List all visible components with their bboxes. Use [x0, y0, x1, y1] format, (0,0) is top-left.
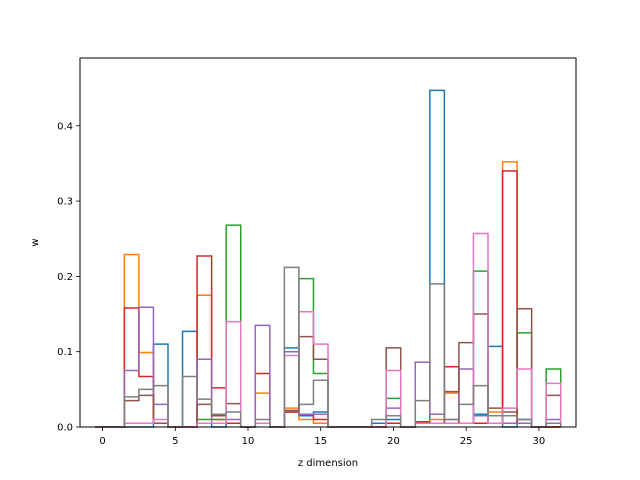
- y-tick-label: 0.1: [57, 347, 73, 358]
- y-tick-label: 0.3: [57, 197, 73, 208]
- x-tick-label: 25: [460, 436, 473, 447]
- x-tick-label: 15: [314, 436, 327, 447]
- x-axis-label: z dimension: [298, 458, 358, 469]
- y-tick-label: 0.0: [57, 423, 73, 434]
- y-tick-label: 0.2: [57, 272, 73, 283]
- y-axis-ticks: 0.0 0.1 0.2 0.3 0.4: [57, 121, 80, 434]
- x-tick-label: 5: [172, 436, 178, 447]
- x-tick-label: 10: [242, 436, 255, 447]
- y-tick-label: 0.4: [57, 121, 73, 132]
- x-axis-ticks: 0 5 10 15 20 25 30: [99, 427, 545, 447]
- x-tick-label: 20: [387, 436, 400, 447]
- x-tick-label: 0: [99, 436, 105, 447]
- y-axis-label: w: [30, 238, 41, 246]
- axes-frame: [79, 57, 577, 428]
- x-tick-label: 30: [533, 436, 546, 447]
